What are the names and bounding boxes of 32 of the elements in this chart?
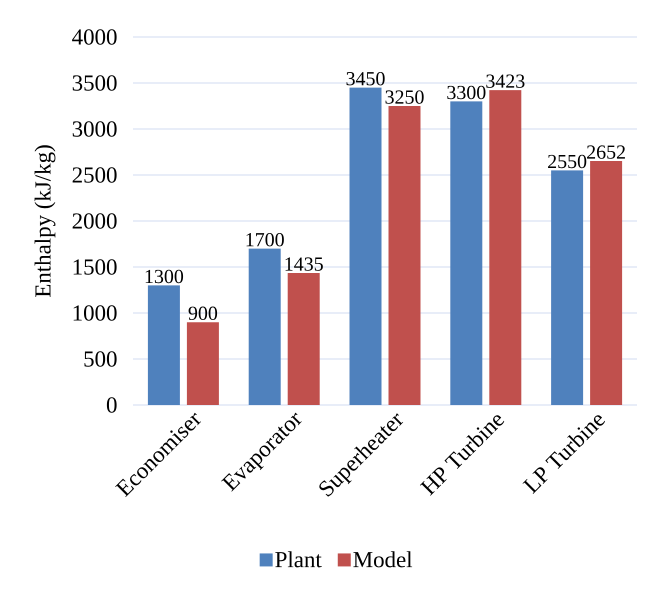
y-tick-label: 1000 (74, 305, 117, 321)
data-label: 3450 (346, 72, 385, 86)
y-tick-label: 1500 (74, 259, 117, 275)
y-tick-label: 4000 (72, 29, 117, 45)
data-label: 2652 (587, 145, 625, 159)
legend-label: Plant (275, 551, 322, 568)
data-label: 1435 (286, 257, 323, 271)
bar (450, 101, 482, 405)
legend-label: Model (353, 551, 412, 568)
data-label: 1700 (246, 232, 284, 246)
bar (288, 272, 320, 405)
bar (148, 285, 180, 405)
y-tick-label: 0 (106, 397, 117, 413)
bar (551, 170, 584, 405)
y-tick-label: 2000 (72, 213, 117, 229)
bar (248, 248, 281, 405)
bar (388, 106, 421, 405)
y-tick-label: 2500 (72, 167, 117, 183)
y-axis-title: Enthalpy (kJ/kg) (34, 145, 56, 298)
data-label: 2550 (548, 154, 586, 168)
bar (590, 161, 622, 405)
data-label: 900 (188, 306, 218, 320)
y-tick-label: 3500 (72, 75, 117, 91)
data-label: 3423 (486, 74, 524, 88)
data-label: 1300 (146, 270, 184, 284)
data-label: 3300 (447, 86, 486, 100)
y-tick-label: 500 (84, 351, 117, 367)
bar (350, 88, 382, 405)
y-tick-label: 3000 (72, 121, 117, 137)
data-label: 3250 (386, 90, 424, 104)
bar (489, 90, 522, 405)
bar (186, 322, 219, 405)
